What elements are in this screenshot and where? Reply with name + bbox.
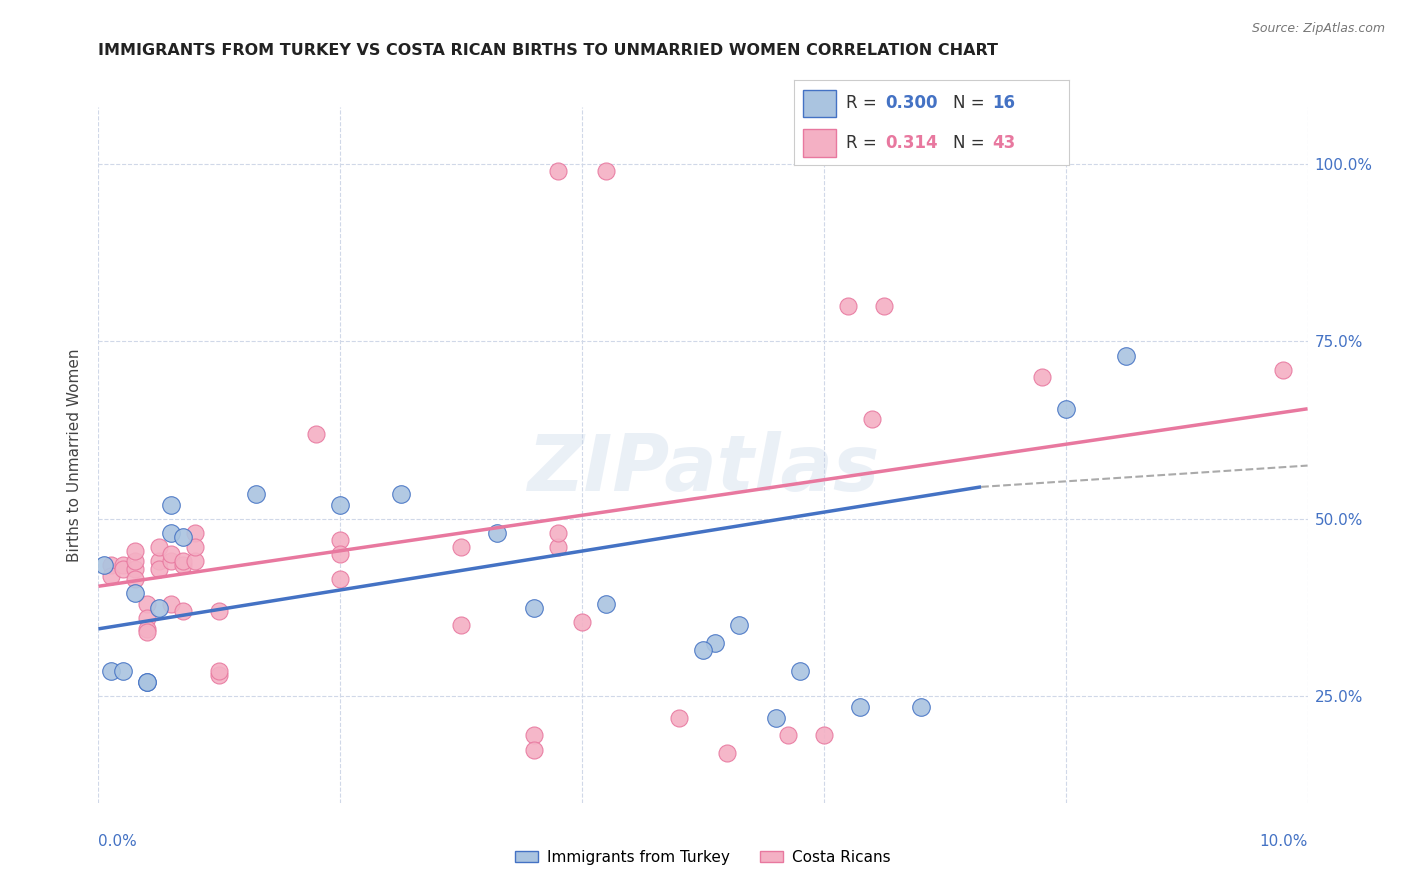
Point: [486, 526, 509, 541]
Y-axis label: Births to Unmarried Women: Births to Unmarried Women: [67, 348, 83, 562]
Text: 10.0%: 10.0%: [1260, 834, 1308, 849]
Point: [160, 554, 183, 568]
Text: 0.0%: 0.0%: [98, 834, 138, 849]
Point: [765, 710, 787, 724]
FancyBboxPatch shape: [803, 89, 835, 117]
Point: [93, 558, 115, 572]
Point: [172, 558, 194, 572]
Point: [208, 668, 231, 682]
Point: [245, 487, 267, 501]
Point: [329, 498, 352, 512]
Point: [172, 604, 194, 618]
Point: [148, 540, 170, 554]
Point: [837, 299, 859, 313]
Point: [547, 526, 569, 541]
Point: [716, 814, 738, 828]
Point: [135, 675, 157, 690]
Point: [124, 554, 146, 568]
Point: [208, 665, 231, 679]
Point: [523, 728, 546, 742]
Point: [450, 618, 472, 632]
Text: R =: R =: [846, 95, 883, 112]
Point: [100, 558, 122, 572]
Text: N =: N =: [953, 95, 990, 112]
Point: [776, 728, 799, 742]
Text: R =: R =: [846, 134, 883, 152]
Legend: Immigrants from Turkey, Costa Ricans: Immigrants from Turkey, Costa Ricans: [509, 844, 897, 871]
Point: [1115, 349, 1137, 363]
Point: [100, 665, 122, 679]
Point: [160, 526, 183, 541]
Point: [124, 543, 146, 558]
Point: [704, 636, 727, 650]
Text: ZIPatlas: ZIPatlas: [527, 431, 879, 507]
Point: [124, 572, 146, 586]
Point: [135, 675, 157, 690]
Point: [305, 426, 328, 441]
Point: [135, 611, 157, 625]
Point: [547, 540, 569, 554]
Point: [135, 625, 157, 640]
Point: [172, 554, 194, 568]
Point: [1272, 362, 1295, 376]
Point: [1054, 401, 1077, 416]
Point: [813, 728, 835, 742]
Point: [389, 487, 412, 501]
Point: [184, 540, 207, 554]
Point: [135, 622, 157, 636]
Point: [111, 665, 134, 679]
Point: [100, 568, 122, 582]
Point: [329, 572, 352, 586]
Point: [728, 618, 751, 632]
Point: [571, 615, 593, 629]
Point: [547, 164, 569, 178]
Point: [595, 597, 617, 611]
Point: [329, 547, 352, 561]
Text: 16: 16: [991, 95, 1015, 112]
Point: [172, 530, 194, 544]
Point: [523, 742, 546, 756]
Point: [450, 540, 472, 554]
Point: [450, 810, 472, 824]
Point: [692, 643, 714, 657]
Point: [873, 299, 896, 313]
Point: [124, 561, 146, 575]
Point: [184, 554, 207, 568]
Text: IMMIGRANTS FROM TURKEY VS COSTA RICAN BIRTHS TO UNMARRIED WOMEN CORRELATION CHAR: IMMIGRANTS FROM TURKEY VS COSTA RICAN BI…: [98, 43, 998, 58]
Point: [208, 604, 231, 618]
Point: [716, 746, 738, 760]
Point: [668, 710, 690, 724]
Point: [124, 586, 146, 600]
Point: [789, 665, 811, 679]
Point: [160, 547, 183, 561]
Point: [148, 600, 170, 615]
Text: Source: ZipAtlas.com: Source: ZipAtlas.com: [1251, 22, 1385, 36]
Point: [523, 600, 546, 615]
Point: [148, 554, 170, 568]
Text: 0.314: 0.314: [884, 134, 938, 152]
Point: [148, 561, 170, 575]
Point: [1031, 369, 1053, 384]
Point: [160, 498, 183, 512]
Text: N =: N =: [953, 134, 990, 152]
FancyBboxPatch shape: [803, 129, 835, 157]
Point: [849, 700, 872, 714]
Point: [160, 597, 183, 611]
Point: [329, 533, 352, 548]
Point: [184, 526, 207, 541]
Point: [135, 597, 157, 611]
Text: 0.300: 0.300: [884, 95, 938, 112]
Text: 43: 43: [991, 134, 1015, 152]
Point: [860, 412, 883, 426]
Point: [910, 700, 932, 714]
Point: [595, 164, 617, 178]
Point: [111, 561, 134, 575]
Point: [111, 558, 134, 572]
